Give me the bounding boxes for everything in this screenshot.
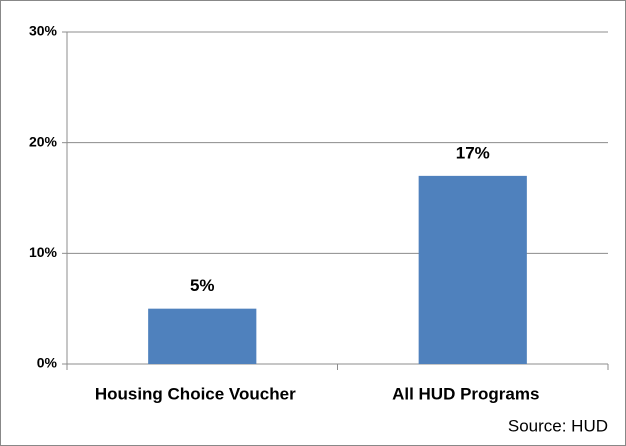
y-tick-label: 0% (37, 355, 58, 371)
y-tick-label: 30% (29, 23, 58, 39)
x-tick-label: Housing Choice Voucher (95, 384, 296, 403)
y-tick-label: 10% (29, 244, 58, 260)
x-tick-label: All HUD Programs (392, 384, 539, 403)
value-label: 5% (190, 276, 215, 295)
source-note: Source: HUD (508, 416, 608, 435)
bar (148, 308, 257, 364)
value-label: 17% (456, 143, 490, 162)
y-tick-label: 20% (29, 133, 58, 149)
bar (418, 175, 527, 364)
